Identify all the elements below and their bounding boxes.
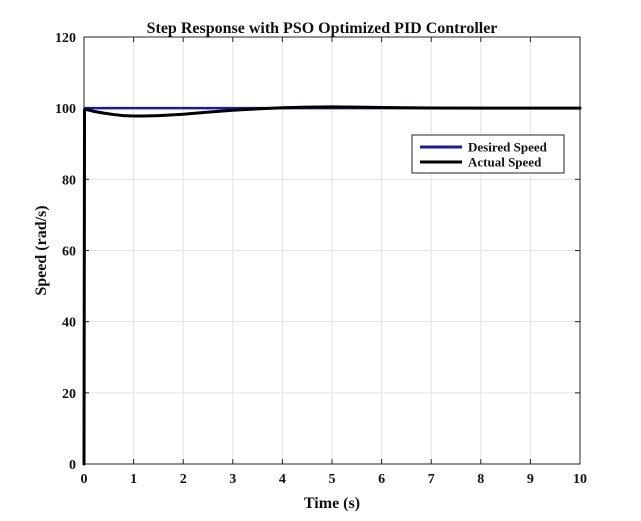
- y-tick-label: 0: [69, 458, 76, 473]
- x-tick-label: 10: [573, 472, 587, 487]
- x-tick-label: 8: [477, 472, 484, 487]
- y-tick-label: 40: [62, 316, 76, 331]
- x-tick-label: 2: [180, 472, 187, 487]
- y-tick-label: 120: [55, 31, 76, 46]
- chart-title: Step Response with PSO Optimized PID Con…: [147, 20, 498, 37]
- x-tick-label: 3: [229, 472, 236, 487]
- x-tick-label: 7: [428, 472, 435, 487]
- x-axis-label: Time (s): [304, 495, 360, 512]
- x-tick-label: 6: [378, 472, 385, 487]
- y-tick-label: 20: [62, 387, 76, 402]
- series: [82, 105, 582, 466]
- legend-entry-label: Desired Speed: [468, 140, 548, 155]
- y-tick-label: 80: [62, 173, 76, 188]
- x-tick-label: 4: [279, 472, 286, 487]
- y-axis-label: Speed (rad/s): [33, 205, 50, 295]
- legend-entry-label: Actual Speed: [468, 155, 542, 170]
- y-tick-label: 100: [55, 102, 76, 117]
- legend-box: [411, 134, 565, 174]
- x-tick-label: 5: [329, 472, 336, 487]
- series-line-actual-speed: [82, 105, 582, 466]
- y-tick-label: 60: [62, 245, 76, 260]
- x-tick-label: 1: [130, 472, 137, 487]
- x-tick-label: 0: [81, 472, 88, 487]
- x-tick-label: 9: [527, 472, 534, 487]
- grid: [83, 36, 581, 465]
